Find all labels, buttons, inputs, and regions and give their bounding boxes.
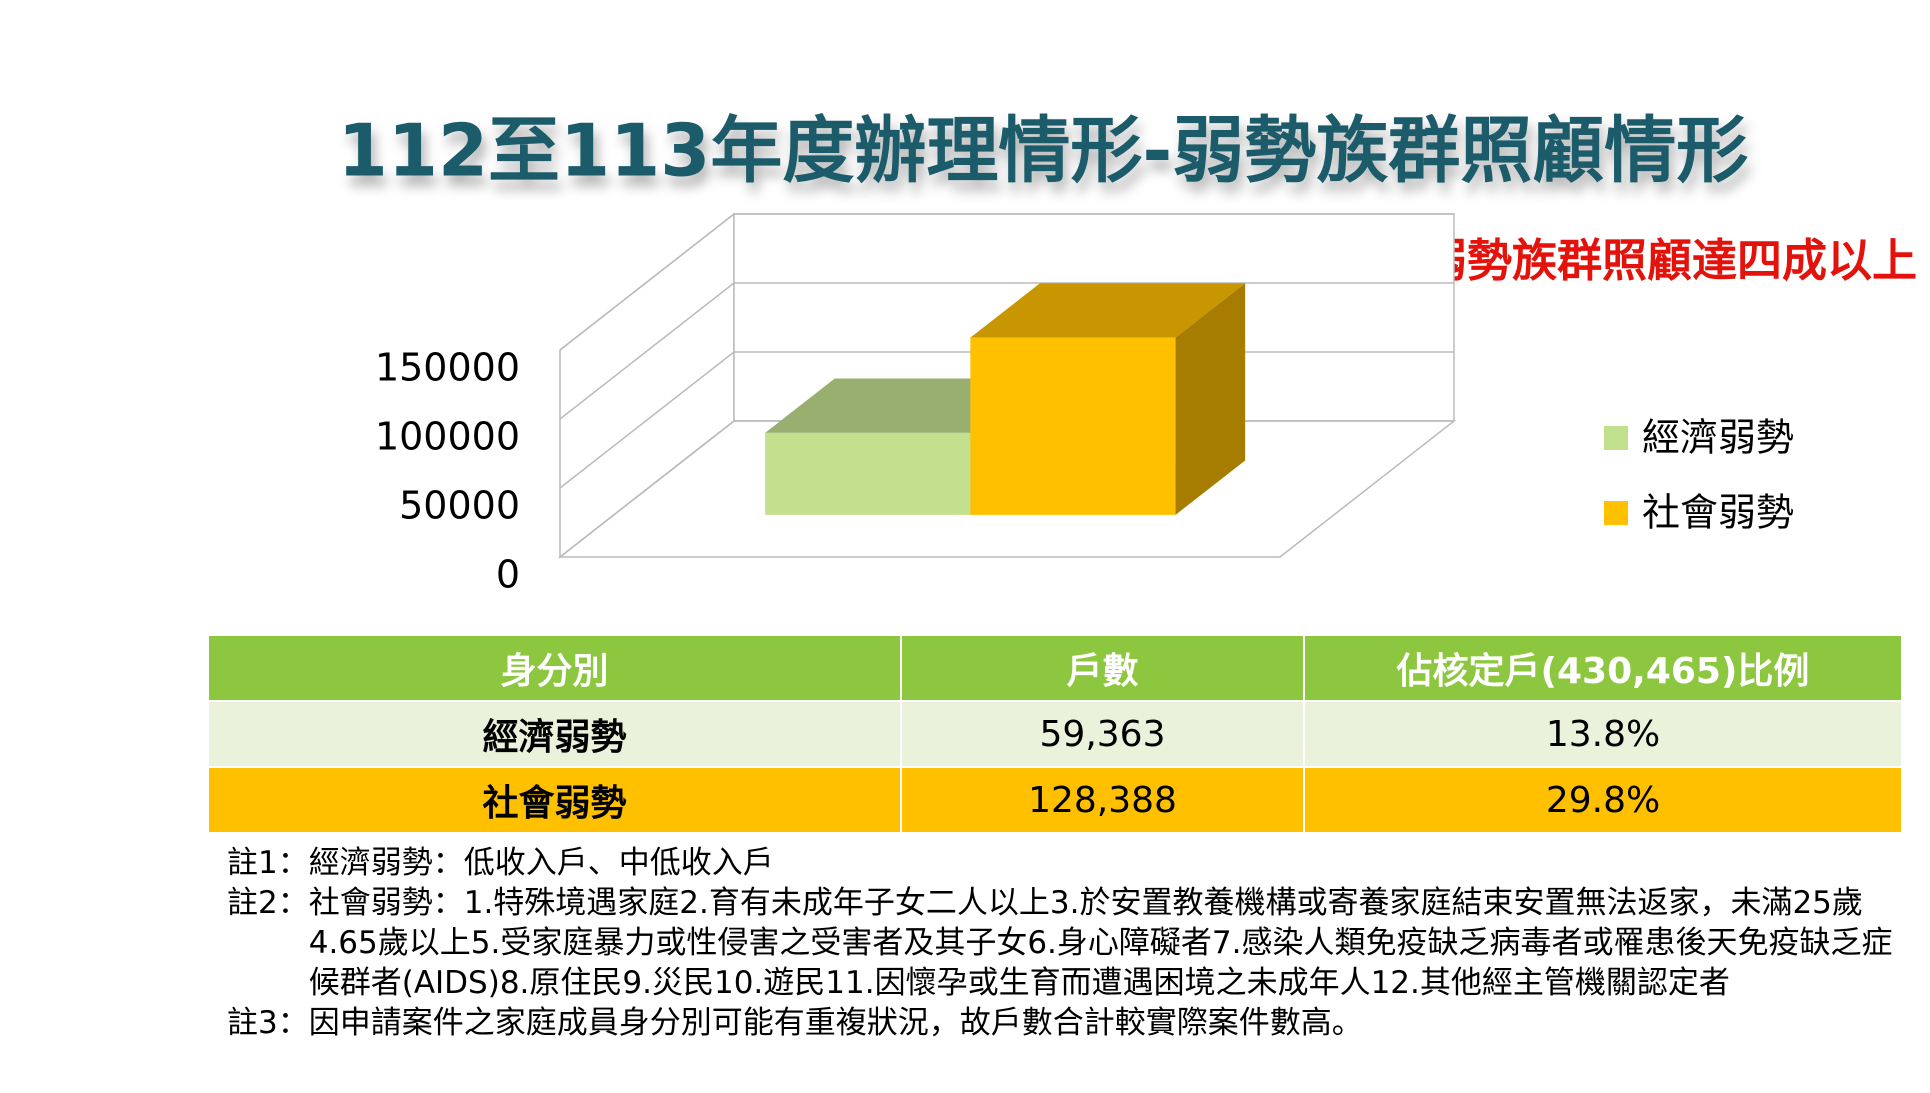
y-tick-label: 0	[496, 553, 520, 597]
chart-title: 112至113年度辦理情形-弱勢族群照顧情形	[338, 109, 1748, 193]
bar-front	[970, 337, 1176, 515]
y-tick-label: 50000	[399, 484, 520, 528]
note: 註1： 經濟弱勢：低收入戶、中低收入戶	[227, 843, 1897, 883]
table-row: 社會弱勢 128,388 29.8%	[209, 767, 1903, 834]
header-cell: 身分別	[209, 636, 902, 702]
y-tick-label: 100000	[375, 415, 520, 459]
note: 註2： 社會弱勢：1.特殊境遇家庭2.育有未成年子女二人以上3.於安置教養機構或寄…	[227, 883, 1897, 1003]
cell: 13.8%	[1304, 701, 1903, 768]
data-table: 身分別 戶數 佔核定戶(430,465)比例 經濟弱勢 59,363 13.8%…	[209, 636, 1903, 834]
legend-label: 社會弱勢	[1642, 491, 1794, 535]
bar-top	[970, 283, 1246, 338]
grid-line	[559, 213, 1454, 351]
y-tick-label: 150000	[375, 346, 520, 390]
cell: 社會弱勢	[209, 767, 902, 834]
bar-side	[1175, 283, 1246, 515]
grid-line	[559, 282, 1454, 420]
note-text: 社會弱勢：1.特殊境遇家庭2.育有未成年子女二人以上3.於安置教養機構或寄養家庭…	[308, 885, 1893, 1001]
notes: 註1： 經濟弱勢：低收入戶、中低收入戶 註2： 社會弱勢：1.特殊境遇家庭2.育有未…	[227, 843, 1897, 1043]
legend-swatch	[1604, 426, 1628, 450]
legend-swatch	[1604, 501, 1628, 525]
note: 註3： 因申請案件之家庭成員身分別可能有重複狀況，故戶數合計較實際案件數高。	[227, 1003, 1897, 1043]
table-row: 經濟弱勢 59,363 13.8%	[209, 701, 1903, 768]
bar-front	[765, 432, 971, 515]
table-header: 身分別 戶數 佔核定戶(430,465)比例	[209, 636, 1903, 702]
note-text: 經濟弱勢：低收入戶、中低收入戶	[308, 845, 774, 881]
note-label: 註1：	[227, 845, 309, 881]
cell: 59,363	[901, 701, 1305, 768]
note-text: 因申請案件之家庭成員身分別可能有重複狀況，故戶數合計較實際案件數高。	[308, 1005, 1363, 1041]
legend-label: 經濟弱勢	[1642, 416, 1794, 460]
cell: 經濟弱勢	[209, 701, 902, 768]
note-label: 註2：	[227, 885, 309, 921]
chart: 112至113年度辦理情形-弱勢族群照顧情形 弱勢族群照顧達四成以上 0 5000…	[338, 109, 1917, 597]
header-cell: 佔核定戶(430,465)比例	[1304, 636, 1903, 702]
chart-subtitle: 弱勢族群照顧達四成以上	[1422, 234, 1917, 287]
header-cell: 戶數	[901, 636, 1305, 702]
cell: 29.8%	[1304, 767, 1903, 834]
note-label: 註3：	[227, 1005, 309, 1041]
cell: 128,388	[901, 767, 1305, 834]
